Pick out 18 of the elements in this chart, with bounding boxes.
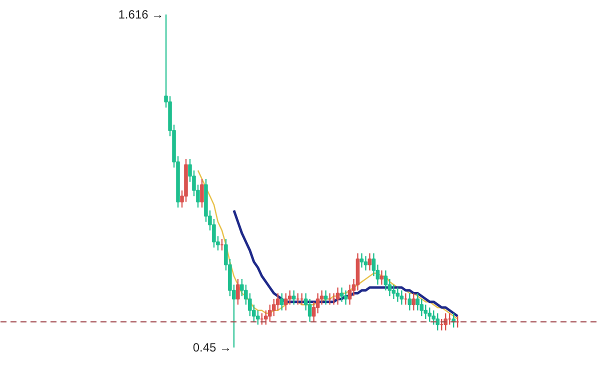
candlestick	[200, 178, 204, 208]
candlestick	[428, 306, 432, 322]
candlestick	[400, 290, 404, 306]
candlestick	[380, 270, 384, 286]
candlestick	[280, 292, 284, 311]
candlestick	[412, 292, 416, 311]
candlestick	[368, 252, 372, 272]
candlestick	[284, 292, 288, 311]
candlestick	[292, 290, 296, 306]
candlestick	[436, 312, 440, 331]
candlestick	[336, 286, 340, 306]
annotation: 0.45 →	[192, 340, 232, 355]
candlestick	[236, 278, 240, 306]
candlestick	[324, 290, 328, 306]
candlestick	[408, 292, 412, 311]
text: 1.616 →	[118, 7, 164, 22]
candlestick	[360, 252, 364, 268]
candlestick	[344, 290, 348, 306]
